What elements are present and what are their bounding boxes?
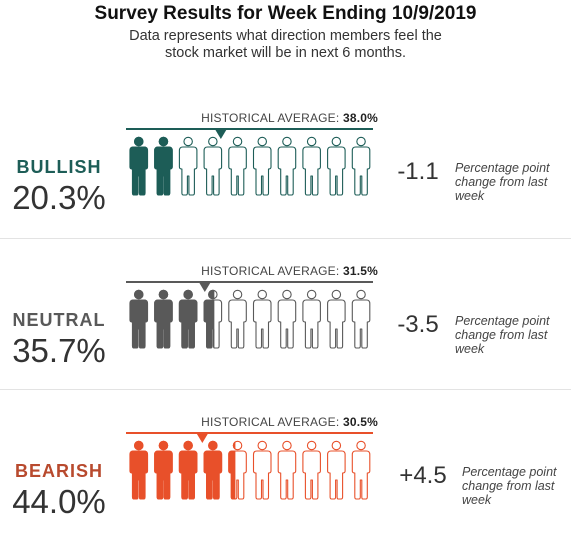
bearish-panel: HISTORICAL AVERAGE: 30.5% BEARISH 44.0% …: [0, 391, 571, 541]
person-icon: [178, 440, 198, 500]
historical-average-marker: [198, 282, 211, 292]
person-icon: [178, 289, 198, 349]
person-icon: [129, 440, 149, 500]
person-icon: [154, 136, 173, 196]
person-icon: [252, 440, 272, 500]
person-icon: [203, 289, 223, 349]
person-icon: [351, 440, 371, 500]
bullish-change-value: -1.1: [397, 158, 439, 185]
neutral-label: NEUTRAL: [12, 310, 106, 330]
person-icon: [302, 289, 321, 349]
neutral-change-note: Percentage point change from last week: [455, 314, 550, 356]
person-icon: [302, 440, 321, 500]
bullish-percentage: 20.3%: [12, 179, 106, 216]
bullish-change-note: Percentage point change from last week: [455, 161, 550, 203]
bearish-change-value: +4.5: [399, 462, 447, 489]
person-icon: [327, 440, 346, 500]
person-icon: [252, 289, 272, 349]
bullish-label: BULLISH: [16, 157, 102, 177]
neutral-percentage: 35.7%: [12, 332, 106, 369]
person-icon: [277, 289, 297, 349]
person-icon: [302, 136, 321, 196]
person-icon: [351, 136, 371, 196]
bullish-panel: HISTORICAL AVERAGE: 38.0% BULLISH 20.3% …: [0, 88, 571, 238]
subtitle-line-1: Data represents what direction members f…: [129, 28, 442, 44]
divider: [0, 238, 571, 239]
subtitle-line-2: stock market will be in next 6 months.: [165, 45, 406, 61]
chart-title: Survey Results for Week Ending 10/9/2019: [94, 3, 477, 24]
neutral-panel: HISTORICAL AVERAGE: 31.5% NEUTRAL 35.7% …: [0, 240, 571, 390]
person-icon: [203, 136, 223, 196]
person-icon: [277, 440, 297, 500]
person-icon: [228, 440, 247, 500]
person-icon: [154, 440, 173, 500]
neutral-historical-label: HISTORICAL AVERAGE: 31.5%: [201, 264, 378, 278]
person-icon: [203, 440, 223, 500]
bearish-historical-label: HISTORICAL AVERAGE: 30.5%: [201, 415, 378, 429]
person-icon: [154, 289, 173, 349]
person-icon: [228, 136, 247, 196]
bullish-pictogram: [126, 128, 373, 196]
person-icon: [252, 136, 272, 196]
neutral-pictogram: [126, 281, 373, 349]
person-icon: [277, 136, 297, 196]
person-icon: [178, 136, 198, 196]
historical-average-marker: [214, 129, 227, 139]
person-icon: [351, 289, 371, 349]
person-icon: [327, 136, 346, 196]
chart-subtitle: Data represents what direction members f…: [0, 28, 571, 62]
person-icon: [327, 289, 346, 349]
neutral-change-value: -3.5: [397, 311, 439, 338]
bearish-percentage: 44.0%: [12, 483, 106, 520]
person-icon: [129, 136, 149, 196]
person-icon: [228, 289, 247, 349]
bearish-label: BEARISH: [14, 461, 103, 481]
bearish-pictogram: [126, 432, 373, 500]
divider: [0, 389, 571, 390]
historical-average-marker: [196, 433, 209, 443]
bullish-historical-label: HISTORICAL AVERAGE: 38.0%: [201, 111, 378, 125]
person-icon: [129, 289, 149, 349]
bearish-change-note: Percentage point change from last week: [462, 465, 557, 507]
